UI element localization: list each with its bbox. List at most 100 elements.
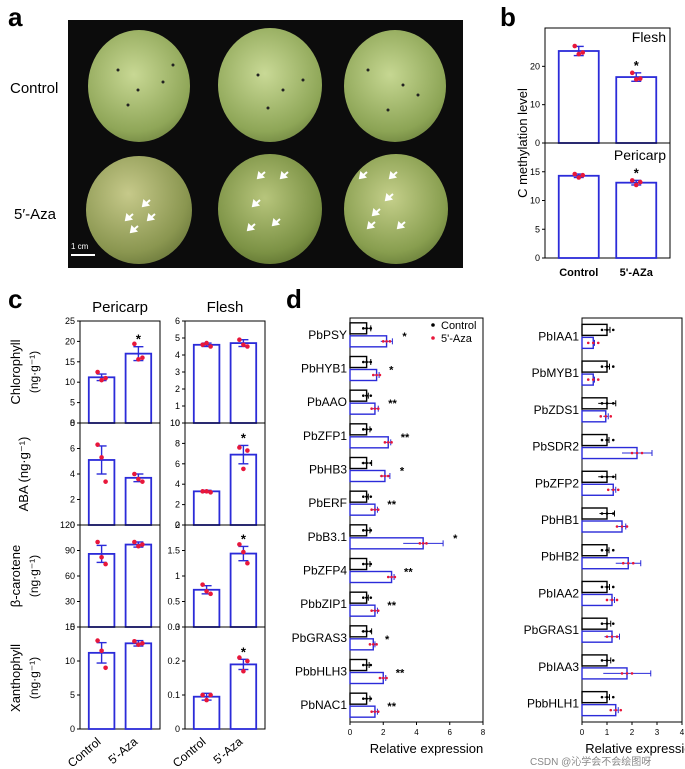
significance-star: * xyxy=(400,466,405,478)
row-label-control: Control xyxy=(10,80,59,97)
watermark: CSDN @沁学会不会绘图呀 xyxy=(530,757,652,768)
aza-point xyxy=(370,710,373,713)
data-point xyxy=(237,337,242,342)
control-point xyxy=(369,327,373,330)
data-point xyxy=(103,665,108,671)
data-point xyxy=(204,697,209,703)
row-ylabel: β-carotene xyxy=(8,545,23,607)
aza-point xyxy=(385,340,388,343)
x-tick-label: 1 xyxy=(605,728,610,737)
y-tick-label: 10 xyxy=(65,656,75,666)
aza-bar xyxy=(349,671,384,685)
gene-label: PbHB2 xyxy=(541,550,579,564)
data-point xyxy=(140,641,145,646)
data-point xyxy=(237,655,242,660)
data-point xyxy=(132,539,137,545)
bar xyxy=(87,376,116,424)
aza-point xyxy=(599,415,603,418)
bar xyxy=(124,543,153,628)
aza-point xyxy=(596,378,600,381)
x-category-label: Control xyxy=(65,735,104,769)
data-point xyxy=(140,542,145,547)
arrow-head xyxy=(388,170,398,180)
control-point xyxy=(365,428,368,431)
aza-point xyxy=(621,561,625,565)
y-tick-label: 3 xyxy=(175,367,180,377)
aza-point xyxy=(386,474,390,478)
data-point xyxy=(637,76,643,81)
lenticel-dot xyxy=(366,68,370,72)
arrow-head xyxy=(371,207,381,217)
x-category-label: 5'-AZa xyxy=(620,267,654,279)
significance-star: * xyxy=(389,365,394,377)
aza-point xyxy=(388,340,392,343)
aza-point xyxy=(615,525,619,528)
significance-star: * xyxy=(241,531,247,546)
data-point xyxy=(204,340,209,346)
y-tick-label: 2 xyxy=(175,500,180,510)
y-tick-label: 8 xyxy=(70,418,75,428)
y-tick-label: 0 xyxy=(175,520,180,530)
significance-star: * xyxy=(634,58,640,73)
control-point xyxy=(611,548,615,552)
arrow-head xyxy=(141,198,151,208)
pear-photo-panel: 1 cm xyxy=(68,20,463,268)
control-point xyxy=(600,328,604,332)
control-point xyxy=(369,562,373,566)
aza-point xyxy=(620,672,624,675)
x-tick-label: 3 xyxy=(655,728,660,737)
control-point xyxy=(611,622,615,625)
x-tick-label: 8 xyxy=(481,728,486,737)
control-point xyxy=(365,596,368,599)
control-point xyxy=(365,529,368,532)
aza-point xyxy=(370,609,373,612)
gene-label: PbIAA3 xyxy=(538,660,579,674)
control-point xyxy=(611,475,615,479)
y-tick-label: 6 xyxy=(175,459,180,469)
bar xyxy=(124,476,153,526)
lenticel-dot xyxy=(161,80,165,84)
gene-label: PbHB1 xyxy=(541,513,579,527)
x-axis-label: Relative expression xyxy=(585,741,685,756)
x-tick-label: 4 xyxy=(680,728,685,737)
y-tick-label: 4 xyxy=(175,350,180,360)
control-point xyxy=(362,327,365,330)
y-tick-label: 10 xyxy=(530,196,540,206)
arrow-head xyxy=(358,170,368,180)
data-point xyxy=(245,344,250,349)
data-point xyxy=(576,51,582,57)
bar xyxy=(229,552,258,628)
arrow-head xyxy=(251,198,261,208)
data-point xyxy=(245,560,250,566)
control-point xyxy=(362,394,365,397)
control-point xyxy=(362,428,365,431)
aza-point xyxy=(370,407,373,410)
control-point xyxy=(600,695,604,699)
gene-label: PbIAA1 xyxy=(538,329,579,343)
panel-d-chart: 0 2 4 6 8 Relative expression PbPSY * PbHYB1 * PbA… xyxy=(292,317,685,756)
significance-star: ** xyxy=(387,499,396,511)
aza-point xyxy=(418,542,422,545)
white-arrows xyxy=(116,63,420,234)
y-tick-label: 0 xyxy=(535,253,540,263)
significance-star: * xyxy=(402,331,407,343)
column-title: Flesh xyxy=(207,299,244,316)
aza-point xyxy=(376,407,380,410)
control-point xyxy=(369,663,373,667)
aza-point xyxy=(385,676,388,680)
aza-point xyxy=(630,672,634,675)
data-point xyxy=(136,543,141,549)
aza-point xyxy=(606,488,610,492)
x-category-label: 5'-Aza xyxy=(211,734,246,767)
significance-star: ** xyxy=(387,600,396,612)
significance-star: ** xyxy=(396,668,405,680)
aza-bar xyxy=(349,469,386,483)
data-point xyxy=(629,70,635,76)
lenticel-dot xyxy=(136,88,140,92)
aza-point xyxy=(591,378,595,381)
aza-point xyxy=(610,598,614,602)
bar xyxy=(557,174,600,259)
significance-star: * xyxy=(241,644,247,659)
gene-label: PbZFP1 xyxy=(303,429,347,443)
control-point xyxy=(605,438,609,442)
